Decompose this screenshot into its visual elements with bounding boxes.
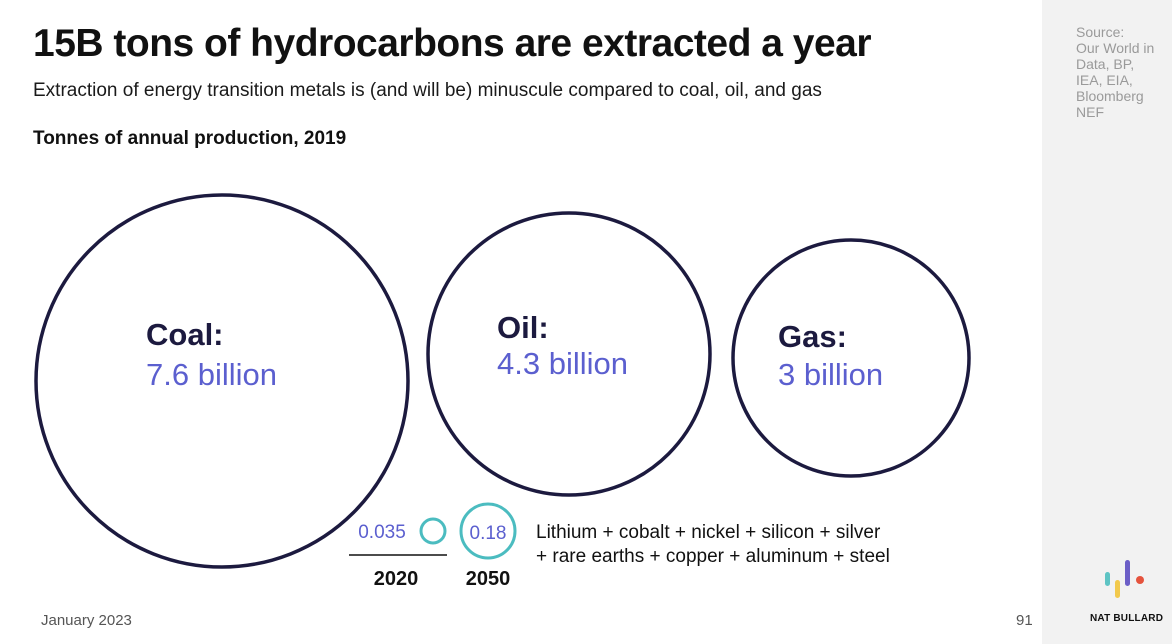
source-line: Our World in xyxy=(1076,40,1155,56)
page-subtitle: Extraction of energy transition metals i… xyxy=(33,80,822,101)
metals-description-line: + rare earths + copper + aluminum + stee… xyxy=(536,546,890,567)
metals-value-2050: 0.18 xyxy=(470,523,507,544)
source-note: Source: Our World in Data, BP, IEA, EIA,… xyxy=(1076,24,1170,120)
bubble-gas xyxy=(731,238,971,478)
bubble-label-coal: Coal: xyxy=(146,317,224,352)
metals-description-line: Lithium + cobalt + nickel + silicon + si… xyxy=(536,522,881,543)
metals-year-2020: 2020 xyxy=(374,568,419,590)
bubble-value-oil: 4.3 billion xyxy=(497,346,628,381)
bubble-value-coal: 7.6 billion xyxy=(146,357,277,392)
page-number: 91 xyxy=(1016,612,1033,629)
source-line: Source: xyxy=(1076,24,1125,40)
source-line: Data, BP, xyxy=(1076,56,1135,72)
sidebar xyxy=(1042,0,1172,644)
slide-main: 15B tons of hydrocarbons are extracted a… xyxy=(33,22,1033,629)
brand-logo-icon xyxy=(1105,560,1144,598)
bubble-oil xyxy=(426,211,712,497)
brand-name: NAT BULLARD xyxy=(1090,613,1164,624)
source-line: NEF xyxy=(1076,104,1104,120)
metals-value-2020: 0.035 xyxy=(358,522,406,543)
source-line: Bloomberg xyxy=(1076,88,1144,104)
metals-year-2050: 2050 xyxy=(466,568,511,590)
chart-title: Tonnes of annual production, 2019 xyxy=(33,128,347,149)
source-line: IEA, EIA, xyxy=(1076,72,1133,88)
bubble-value-gas: 3 billion xyxy=(778,357,883,392)
metals-bubble-2050 xyxy=(459,502,517,560)
footer-date: January 2023 xyxy=(41,612,132,629)
bubble-label-gas: Gas: xyxy=(778,319,847,354)
bubble-label-oil: Oil: xyxy=(497,310,549,345)
bubble-coal xyxy=(34,193,410,569)
page-title: 15B tons of hydrocarbons are extracted a… xyxy=(33,22,872,65)
metals-bubble-2020 xyxy=(419,517,447,545)
bubble-chart: Coal: 7.6 billion Oil:4.3 billion Gas:3 bil… xyxy=(34,193,971,590)
